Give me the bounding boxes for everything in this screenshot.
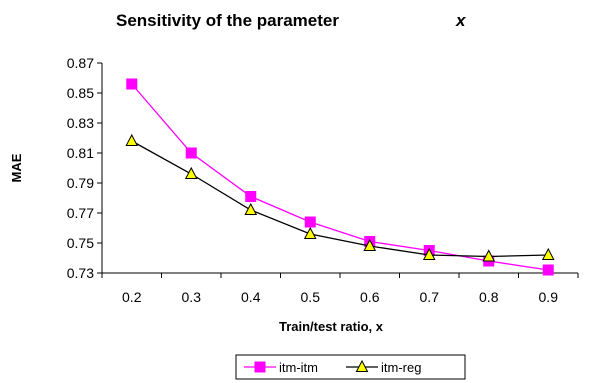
y-tick-label: 0.79 — [67, 175, 94, 191]
x-tick-label: 0.4 — [241, 289, 261, 305]
legend-marker — [254, 361, 266, 373]
data-point — [482, 249, 496, 262]
y-tick-label: 0.75 — [67, 235, 94, 251]
x-axis-title: Train/test ratio, x — [279, 319, 384, 334]
data-point — [244, 202, 258, 215]
x-tick-label: 0.6 — [360, 289, 380, 305]
data-point — [542, 264, 554, 276]
data-point — [185, 147, 197, 159]
x-tick-label: 0.8 — [479, 289, 499, 305]
data-point — [422, 247, 436, 260]
tick-labels: 0.73 0.75 0.77 0.79 0.81 0.83 0.85 0.87 0.2 0.3 0.… — [67, 55, 558, 305]
x-tick-label: 0.9 — [539, 289, 559, 305]
x-tick-label: 0.2 — [122, 289, 142, 305]
y-tick-label: 0.77 — [67, 205, 94, 221]
y-tick-label: 0.85 — [67, 85, 94, 101]
chart-title-variable: x — [455, 11, 467, 30]
y-axis-title: MAE — [9, 153, 24, 182]
data-point — [245, 191, 257, 202]
y-tick-label: 0.83 — [67, 115, 94, 131]
x-tick-label: 0.5 — [301, 289, 321, 305]
data-point — [126, 78, 138, 90]
x-tick-label: 0.7 — [420, 289, 440, 305]
axes — [97, 62, 579, 278]
series-itm-reg — [125, 133, 555, 262]
data-point — [303, 226, 317, 239]
series-line — [131, 140, 549, 258]
data-point — [363, 238, 377, 251]
data-point — [125, 133, 139, 146]
series-line — [131, 83, 549, 271]
series-layer — [125, 78, 555, 276]
y-tick-label: 0.81 — [67, 145, 94, 161]
y-tick-label: 0.87 — [67, 55, 94, 71]
data-point — [184, 166, 198, 179]
y-tick-label: 0.73 — [67, 265, 94, 281]
data-point — [304, 216, 316, 228]
legend-label: itm-itm — [279, 360, 318, 375]
legend-marker — [355, 359, 369, 372]
data-point — [541, 247, 555, 260]
chart-title: Sensitivity of the parameter x — [116, 11, 467, 30]
legend: itm-itm itm-reg — [235, 354, 466, 380]
chart-title-text: Sensitivity of the parameter — [116, 11, 339, 30]
x-tick-label: 0.3 — [182, 289, 202, 305]
legend-label: itm-reg — [381, 360, 421, 375]
